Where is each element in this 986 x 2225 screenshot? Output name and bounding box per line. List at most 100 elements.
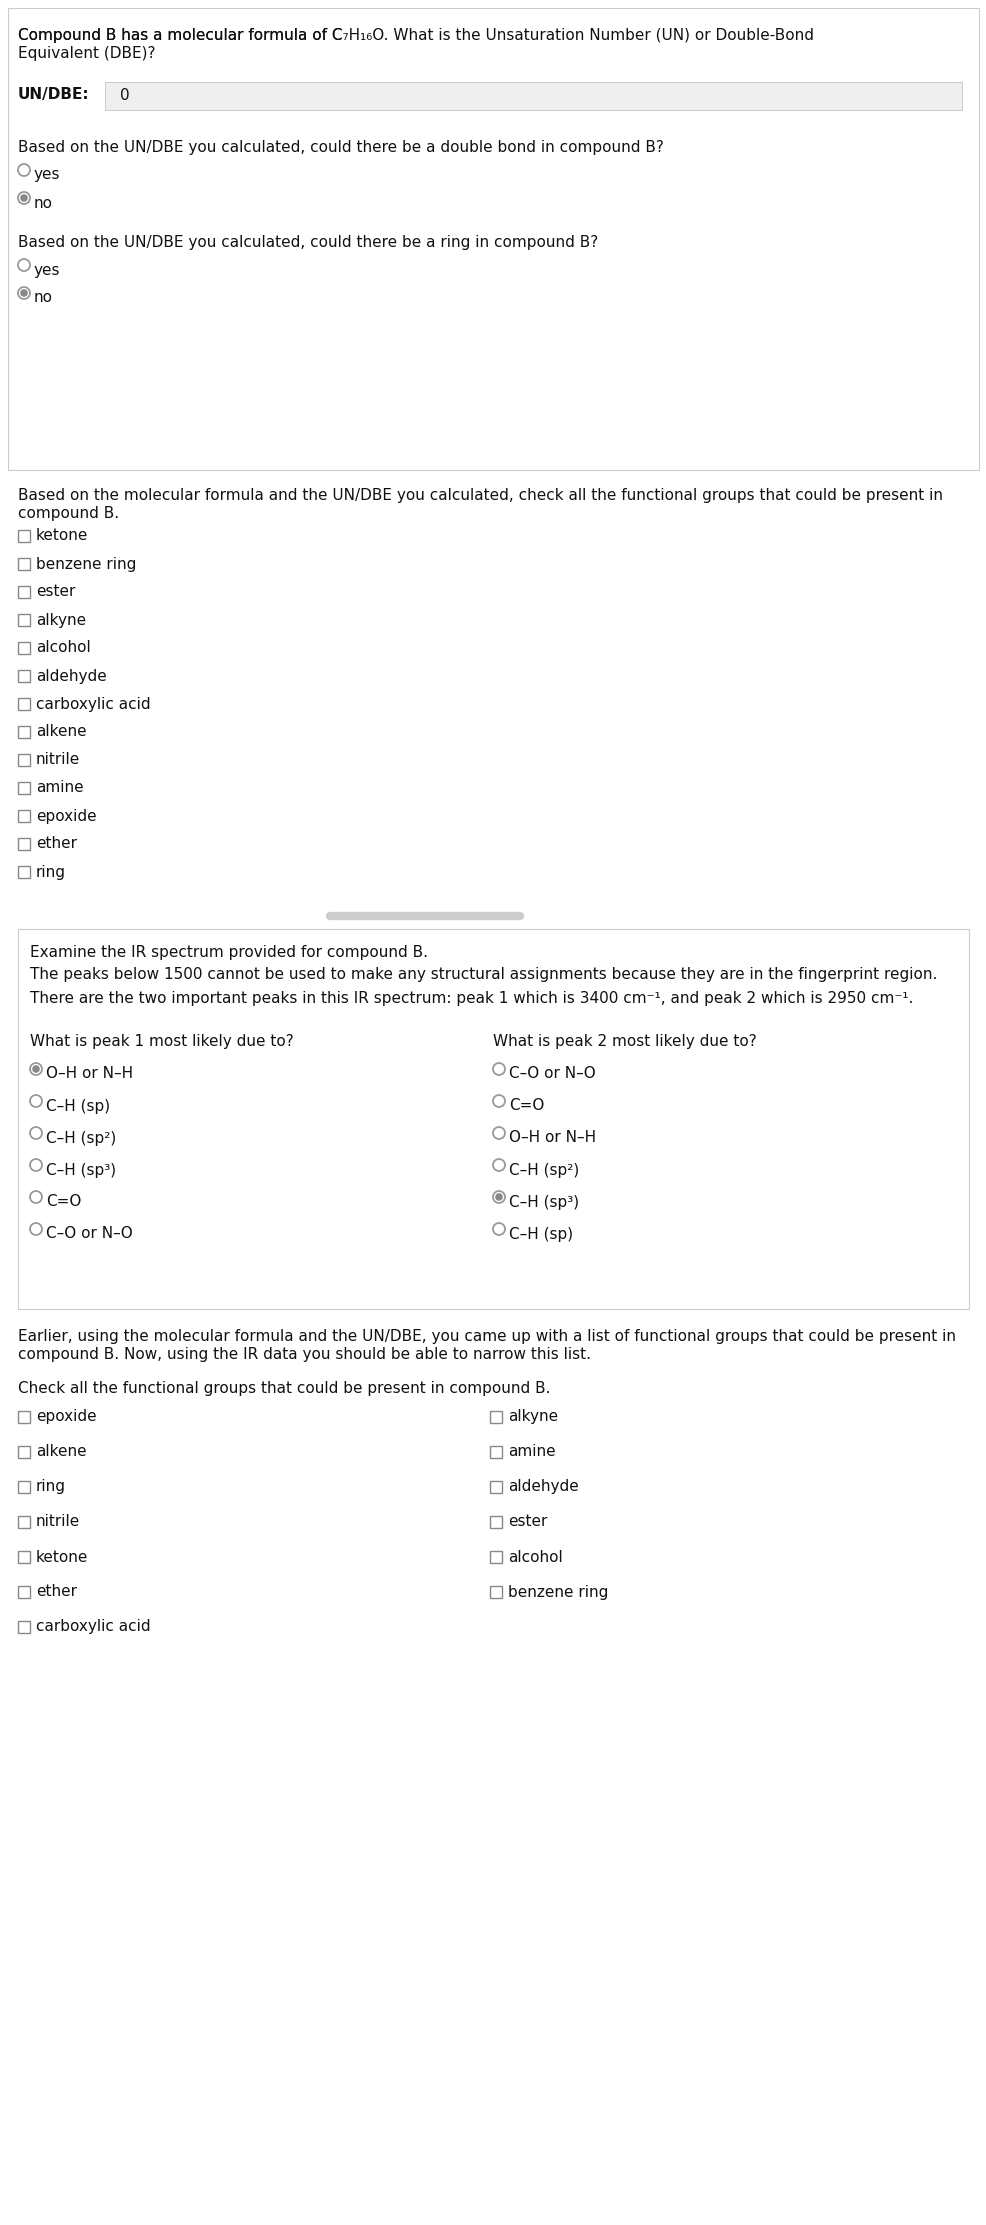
- Text: What is peak 2 most likely due to?: What is peak 2 most likely due to?: [492, 1035, 756, 1048]
- Text: C–H (sp²): C–H (sp²): [46, 1130, 116, 1146]
- Bar: [18, 643, 30, 654]
- Text: Earlier, using the molecular formula and the UN/DBE, you came up with a list of : Earlier, using the molecular formula and…: [18, 1328, 955, 1344]
- Circle shape: [492, 1128, 505, 1139]
- Bar: [18, 1586, 30, 1598]
- Bar: [18, 699, 30, 710]
- Circle shape: [30, 1224, 42, 1235]
- Text: alkyne: alkyne: [508, 1408, 557, 1424]
- FancyBboxPatch shape: [8, 9, 978, 469]
- Text: amine: amine: [508, 1444, 555, 1460]
- Circle shape: [30, 1128, 42, 1139]
- Circle shape: [30, 1064, 42, 1075]
- Text: yes: yes: [34, 167, 60, 182]
- Circle shape: [20, 194, 28, 202]
- Text: Based on the UN/DBE you calculated, could there be a ring in compound B?: Based on the UN/DBE you calculated, coul…: [18, 236, 598, 249]
- Bar: [18, 1446, 30, 1457]
- Text: C=O: C=O: [509, 1099, 544, 1112]
- Circle shape: [30, 1095, 42, 1108]
- Circle shape: [30, 1190, 42, 1204]
- Circle shape: [492, 1159, 505, 1170]
- Text: C–H (sp): C–H (sp): [46, 1099, 110, 1112]
- Text: Compound B has a molecular formula of C₇H₁₆O. What is the Unsaturation Number (U: Compound B has a molecular formula of C₇…: [18, 29, 813, 42]
- Bar: [18, 1622, 30, 1633]
- Circle shape: [18, 258, 30, 271]
- Text: 0: 0: [120, 87, 129, 102]
- Text: no: no: [34, 291, 53, 305]
- Circle shape: [30, 1159, 42, 1170]
- Bar: [18, 1482, 30, 1493]
- Bar: [489, 1482, 502, 1493]
- Text: C–H (sp²): C–H (sp²): [509, 1161, 579, 1177]
- Text: carboxylic acid: carboxylic acid: [35, 696, 151, 712]
- Bar: [18, 614, 30, 625]
- FancyBboxPatch shape: [105, 82, 961, 109]
- Circle shape: [33, 1066, 39, 1072]
- Text: UN/DBE:: UN/DBE:: [18, 87, 90, 102]
- Text: alcohol: alcohol: [508, 1549, 562, 1564]
- Text: aldehyde: aldehyde: [508, 1480, 578, 1495]
- Circle shape: [18, 191, 30, 205]
- Text: benzene ring: benzene ring: [508, 1584, 607, 1600]
- Text: C–O or N–O: C–O or N–O: [509, 1066, 596, 1081]
- Text: nitrile: nitrile: [35, 752, 80, 768]
- Text: O–H or N–H: O–H or N–H: [46, 1066, 133, 1081]
- Text: C=O: C=O: [46, 1195, 81, 1210]
- Text: nitrile: nitrile: [35, 1515, 80, 1529]
- Text: ether: ether: [35, 837, 77, 852]
- Bar: [18, 754, 30, 765]
- Text: compound B.: compound B.: [18, 505, 119, 521]
- Text: Based on the molecular formula and the UN/DBE you calculated, check all the func: Based on the molecular formula and the U…: [18, 487, 942, 503]
- Circle shape: [492, 1064, 505, 1075]
- Text: Based on the UN/DBE you calculated, could there be a double bond in compound B?: Based on the UN/DBE you calculated, coul…: [18, 140, 664, 156]
- Text: Check all the functional groups that could be present in compound B.: Check all the functional groups that cou…: [18, 1382, 550, 1395]
- Circle shape: [495, 1193, 502, 1202]
- Text: epoxide: epoxide: [35, 1408, 97, 1424]
- Bar: [18, 781, 30, 794]
- Bar: [18, 725, 30, 739]
- Text: Examine the IR spectrum provided for compound B.: Examine the IR spectrum provided for com…: [30, 946, 428, 959]
- Text: ester: ester: [35, 585, 75, 599]
- Text: Compound B has a molecular formula of C: Compound B has a molecular formula of C: [18, 29, 342, 42]
- Text: alcohol: alcohol: [35, 641, 91, 656]
- Circle shape: [18, 165, 30, 176]
- Text: What is peak 1 most likely due to?: What is peak 1 most likely due to?: [30, 1035, 294, 1048]
- Bar: [18, 1411, 30, 1424]
- Text: no: no: [34, 196, 53, 211]
- Text: ring: ring: [35, 1480, 66, 1495]
- Bar: [18, 670, 30, 683]
- Circle shape: [492, 1190, 505, 1204]
- Text: alkene: alkene: [35, 725, 87, 739]
- Text: C–O or N–O: C–O or N–O: [46, 1226, 132, 1242]
- Bar: [18, 839, 30, 850]
- Bar: [18, 1515, 30, 1529]
- Bar: [18, 866, 30, 879]
- Text: ring: ring: [35, 866, 66, 879]
- Circle shape: [18, 287, 30, 298]
- FancyBboxPatch shape: [18, 930, 968, 1308]
- Bar: [489, 1586, 502, 1598]
- Text: compound B. Now, using the IR data you should be able to narrow this list.: compound B. Now, using the IR data you s…: [18, 1346, 591, 1362]
- Bar: [18, 810, 30, 821]
- Circle shape: [20, 289, 28, 296]
- Bar: [489, 1551, 502, 1562]
- Text: O–H or N–H: O–H or N–H: [509, 1130, 596, 1146]
- Text: C–H (sp³): C–H (sp³): [46, 1161, 116, 1177]
- Circle shape: [492, 1224, 505, 1235]
- Text: amine: amine: [35, 781, 84, 797]
- Text: The peaks below 1500 cannot be used to make any structural assignments because t: The peaks below 1500 cannot be used to m…: [30, 968, 937, 981]
- Text: yes: yes: [34, 263, 60, 278]
- Text: benzene ring: benzene ring: [35, 556, 136, 572]
- Text: C–H (sp): C–H (sp): [509, 1226, 573, 1242]
- Text: There are the two important peaks in this IR spectrum: peak 1 which is 3400 cm⁻¹: There are the two important peaks in thi…: [30, 990, 912, 1006]
- Bar: [489, 1446, 502, 1457]
- Text: alkene: alkene: [35, 1444, 87, 1460]
- Bar: [18, 530, 30, 543]
- Text: ketone: ketone: [35, 1549, 89, 1564]
- Text: epoxide: epoxide: [35, 808, 97, 823]
- Bar: [489, 1515, 502, 1529]
- Text: ether: ether: [35, 1584, 77, 1600]
- Text: ester: ester: [508, 1515, 547, 1529]
- Text: C–H (sp³): C–H (sp³): [509, 1195, 579, 1210]
- Bar: [18, 585, 30, 599]
- Bar: [18, 558, 30, 570]
